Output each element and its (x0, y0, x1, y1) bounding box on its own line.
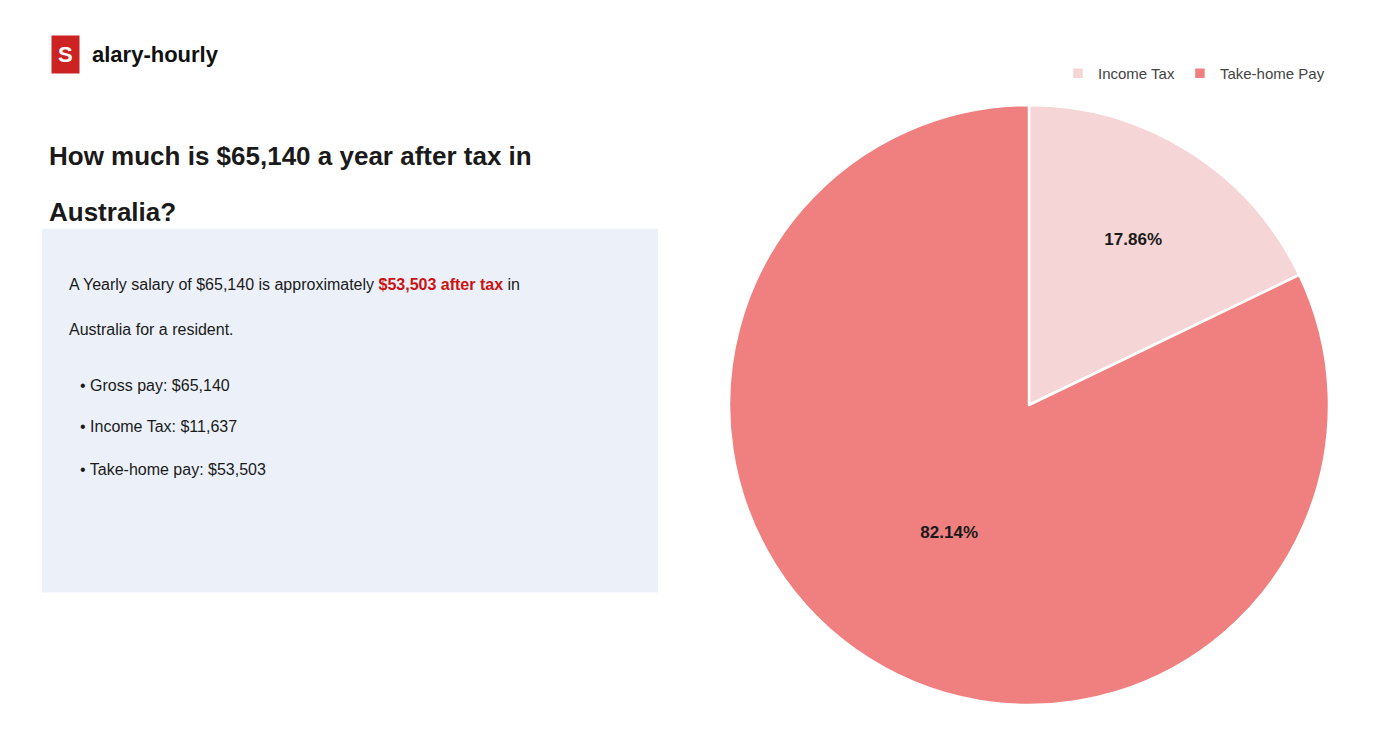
svg-text:• Income Tax: $11,637: • Income Tax: $11,637 (80, 418, 237, 435)
svg-text:Australia for a resident.: Australia for a resident. (69, 321, 234, 338)
svg-text:82.14%: 82.14% (920, 523, 978, 542)
svg-text:Australia?: Australia? (49, 197, 176, 227)
svg-text:S: S (58, 42, 73, 67)
svg-text:A Yearly salary of $65,140 is: A Yearly salary of $65,140 is approximat… (69, 276, 520, 293)
svg-text:How much is $65,140 a year aft: How much is $65,140 a year after tax in (49, 141, 532, 171)
svg-text:• Gross pay: $65,140: • Gross pay: $65,140 (80, 377, 230, 394)
svg-text:17.86%: 17.86% (1104, 230, 1162, 249)
svg-text:• Take-home pay: $53,503: • Take-home pay: $53,503 (80, 461, 266, 478)
svg-text:alary-hourly: alary-hourly (92, 42, 219, 67)
svg-text:Take-home Pay: Take-home Pay (1220, 65, 1325, 82)
svg-text:Income Tax: Income Tax (1098, 65, 1175, 82)
